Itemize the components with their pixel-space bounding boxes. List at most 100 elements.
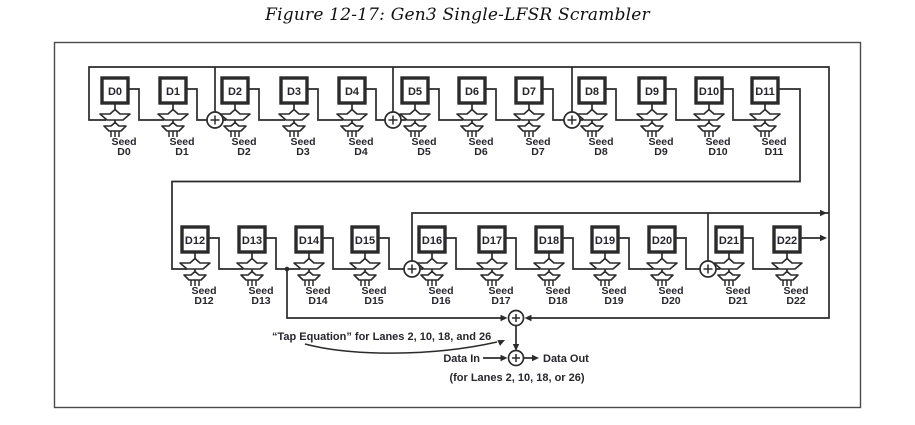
mux-symbol — [576, 108, 608, 121]
flipflop-label: D8 — [585, 86, 599, 98]
data-out-label: Data Out — [543, 353, 589, 365]
seed-label-word: Seed — [290, 136, 315, 148]
seed-mux-symbol — [403, 121, 427, 132]
stage-link-wire — [322, 237, 356, 270]
seed-label-bit: D0 — [117, 146, 131, 158]
seed-label-bit: D5 — [417, 146, 431, 158]
xor-gate-tap-equation — [507, 309, 525, 327]
seed-mux-symbol — [161, 121, 185, 132]
data-in-label: Data In — [443, 353, 480, 365]
seed-label-bit: D6 — [474, 146, 488, 158]
flipflop-label: D16 — [422, 235, 442, 247]
mux-symbol — [399, 108, 431, 121]
seed-mux-symbol — [580, 121, 604, 132]
seed-mux-symbol — [297, 270, 321, 281]
seed-label-word: Seed — [488, 285, 513, 297]
seed-label-word: Seed — [231, 136, 256, 148]
seed-input-ticks — [230, 131, 240, 137]
feedback-branch-bottom — [411, 212, 829, 261]
seed-label-word: Seed — [545, 285, 570, 297]
xor-gate-data — [507, 349, 525, 367]
flipflop-label: D20 — [652, 235, 672, 247]
stage-link-wire — [605, 88, 643, 121]
mux-symbol — [749, 108, 781, 121]
seed-input-ticks — [600, 280, 610, 286]
seed-input-ticks — [587, 131, 597, 137]
seed-mux-symbol — [537, 270, 561, 281]
flipflop-label: D2 — [228, 86, 242, 98]
stage-link-wire — [562, 237, 596, 270]
seed-input-ticks — [724, 280, 734, 286]
arrowhead-callout — [497, 340, 505, 346]
seed-label-word: Seed — [191, 285, 216, 297]
seed-label-word: Seed — [361, 285, 386, 297]
seed-label-word: Seed — [111, 136, 136, 148]
seed-label-bit: D11 — [765, 146, 784, 158]
seed-label-word: Seed — [725, 285, 750, 297]
seed-label-word: Seed — [305, 285, 330, 297]
flipflop-label: D19 — [595, 235, 615, 247]
mux-symbol — [99, 108, 131, 121]
seed-label-bit: D7 — [531, 146, 545, 158]
stage-link-wire — [208, 237, 243, 270]
seed-input-ticks — [110, 131, 120, 137]
seed-label-bit: D12 — [194, 295, 213, 307]
flipflop-label: D0 — [108, 86, 122, 98]
flipflop-box — [100, 76, 130, 105]
stage-link-wire — [485, 88, 520, 121]
seed-label-bit: D13 — [251, 295, 270, 307]
seed-input-ticks — [704, 131, 714, 137]
seed-mux-symbol — [650, 270, 674, 281]
seed-input-ticks — [524, 131, 534, 137]
stage-link-wire — [665, 88, 700, 121]
seed-label-word: Seed — [428, 285, 453, 297]
seed-input-ticks — [410, 131, 420, 137]
seed-mux-symbol — [420, 270, 444, 281]
arrowhead-data-in — [500, 354, 508, 362]
seed-label-bit: D4 — [354, 146, 368, 158]
stage-link-wire — [618, 237, 653, 270]
flipflop-label: D10 — [699, 86, 719, 98]
seed-mux-symbol — [340, 121, 364, 132]
seed-mux-symbol — [223, 121, 247, 132]
stage-link-wire — [186, 88, 226, 121]
flipflop-label: D17 — [482, 235, 502, 247]
seed-mux-symbol — [103, 121, 127, 132]
stage-link-wire — [675, 237, 720, 270]
mux-symbol — [533, 257, 565, 270]
d13-tap-branch-wire — [286, 269, 501, 319]
stage-link-wire — [428, 88, 463, 121]
mux-symbol — [219, 108, 251, 121]
seed-mux-symbol — [240, 270, 264, 281]
tap-equation-label: “Tap Equation” for Lanes 2, 10, 18, and … — [272, 331, 491, 343]
flipflop-label: D1 — [166, 86, 180, 98]
tap-equation-callout-arrow — [304, 341, 498, 354]
seed-mux-symbol — [775, 270, 799, 281]
seed-input-ticks — [467, 131, 477, 137]
seed-mux-symbol — [353, 270, 377, 281]
seed-input-ticks — [289, 131, 299, 137]
seed-label-bit: D19 — [604, 295, 623, 307]
stage-link-wire — [265, 237, 300, 270]
seed-label-word: Seed — [761, 136, 786, 148]
mux-symbol — [336, 108, 368, 121]
stage-link-wire — [445, 237, 483, 270]
stage-link-wire — [742, 237, 778, 270]
seed-mux-symbol — [593, 270, 617, 281]
flipflop-label: D14 — [299, 235, 320, 247]
stage-link-wire — [542, 88, 583, 121]
seed-label-word: Seed — [658, 285, 683, 297]
seed-input-ticks — [544, 280, 554, 286]
seed-label-bit: D3 — [296, 146, 310, 158]
